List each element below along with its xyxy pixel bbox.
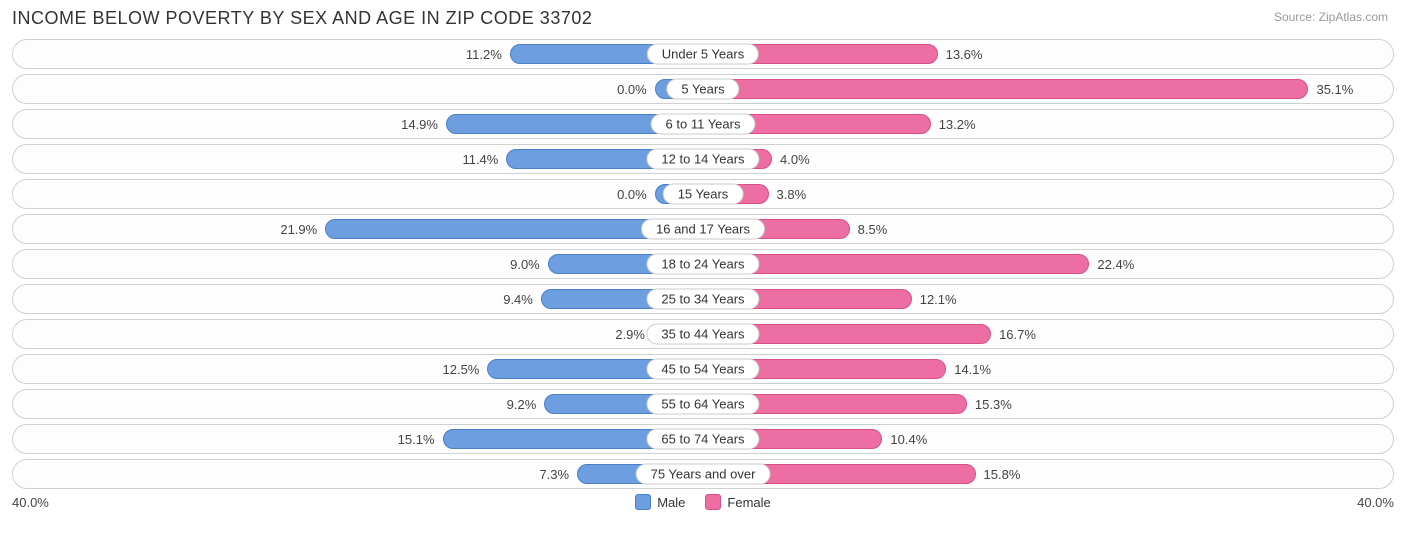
male-value-label: 7.3% [531, 467, 577, 482]
female-bar [703, 79, 1308, 99]
female-half: 12.1% [703, 285, 1393, 313]
chart-row: 0.0% 35.1% 5 Years [12, 74, 1394, 104]
legend-label-female: Female [727, 495, 770, 510]
chart-row: 15.1% 10.4% 65 to 74 Years [12, 424, 1394, 454]
chart-row: 9.2% 15.3% 55 to 64 Years [12, 389, 1394, 419]
male-value-label: 21.9% [272, 222, 325, 237]
male-half: 0.0% [13, 180, 703, 208]
male-value-label: 0.0% [609, 187, 655, 202]
female-value-label: 13.6% [938, 47, 991, 62]
category-label: 12 to 14 Years [646, 149, 759, 170]
chart-row: 0.0% 3.8% 15 Years [12, 179, 1394, 209]
chart-row: 2.9% 16.7% 35 to 44 Years [12, 319, 1394, 349]
legend-label-male: Male [657, 495, 685, 510]
male-value-label: 9.2% [499, 397, 545, 412]
female-bar [703, 254, 1089, 274]
male-value-label: 12.5% [435, 362, 488, 377]
male-half: 14.9% [13, 110, 703, 138]
male-value-label: 14.9% [393, 117, 446, 132]
male-value-label: 15.1% [390, 432, 443, 447]
female-value-label: 13.2% [931, 117, 984, 132]
category-label: 25 to 34 Years [646, 289, 759, 310]
female-half: 16.7% [703, 320, 1393, 348]
category-label: 18 to 24 Years [646, 254, 759, 275]
category-label: 15 Years [663, 184, 744, 205]
category-label: 45 to 54 Years [646, 359, 759, 380]
category-label: 16 and 17 Years [641, 219, 765, 240]
male-value-label: 11.2% [458, 47, 510, 62]
female-half: 22.4% [703, 250, 1393, 278]
male-half: 9.0% [13, 250, 703, 278]
category-label: 75 Years and over [636, 464, 771, 485]
female-half: 13.6% [703, 40, 1393, 68]
male-value-label: 9.4% [495, 292, 541, 307]
female-value-label: 10.4% [882, 432, 935, 447]
male-half: 2.9% [13, 320, 703, 348]
female-value-label: 22.4% [1089, 257, 1142, 272]
male-half: 7.3% [13, 460, 703, 488]
female-value-label: 3.8% [769, 187, 815, 202]
female-half: 35.1% [703, 75, 1393, 103]
chart-row: 14.9% 13.2% 6 to 11 Years [12, 109, 1394, 139]
male-half: 9.2% [13, 390, 703, 418]
legend-item-female: Female [705, 494, 770, 510]
category-label: 35 to 44 Years [646, 324, 759, 345]
female-half: 14.1% [703, 355, 1393, 383]
category-label: 6 to 11 Years [651, 114, 756, 135]
chart-row: 21.9% 8.5% 16 and 17 Years [12, 214, 1394, 244]
female-value-label: 8.5% [850, 222, 896, 237]
male-half: 11.4% [13, 145, 703, 173]
male-half: 15.1% [13, 425, 703, 453]
axis-left-max: 40.0% [12, 495, 49, 510]
category-label: 55 to 64 Years [646, 394, 759, 415]
legend-item-male: Male [635, 494, 685, 510]
axis-right-max: 40.0% [1357, 495, 1394, 510]
chart-title: INCOME BELOW POVERTY BY SEX AND AGE IN Z… [12, 8, 1394, 29]
category-label: 5 Years [666, 79, 739, 100]
legend: Male Female [635, 494, 771, 510]
swatch-male [635, 494, 651, 510]
swatch-female [705, 494, 721, 510]
source-label: Source: ZipAtlas.com [1274, 10, 1388, 24]
chart-row: 9.4% 12.1% 25 to 34 Years [12, 284, 1394, 314]
chart-row: 12.5% 14.1% 45 to 54 Years [12, 354, 1394, 384]
male-half: 9.4% [13, 285, 703, 313]
male-half: 21.9% [13, 215, 703, 243]
female-value-label: 16.7% [991, 327, 1044, 342]
female-half: 15.3% [703, 390, 1393, 418]
chart-row: 11.4% 4.0% 12 to 14 Years [12, 144, 1394, 174]
female-half: 10.4% [703, 425, 1393, 453]
female-value-label: 15.8% [976, 467, 1029, 482]
female-value-label: 12.1% [912, 292, 965, 307]
female-half: 15.8% [703, 460, 1393, 488]
female-value-label: 4.0% [772, 152, 818, 167]
female-value-label: 35.1% [1308, 82, 1361, 97]
category-label: Under 5 Years [647, 44, 759, 65]
male-value-label: 0.0% [609, 82, 655, 97]
female-half: 3.8% [703, 180, 1393, 208]
chart-row: 9.0% 22.4% 18 to 24 Years [12, 249, 1394, 279]
diverging-bar-chart: 11.2% 13.6% Under 5 Years 0.0% 35.1% 5 Years 1… [12, 39, 1394, 489]
chart-row: 7.3% 15.8% 75 Years and over [12, 459, 1394, 489]
male-value-label: 9.0% [502, 257, 548, 272]
male-half: 0.0% [13, 75, 703, 103]
male-half: 11.2% [13, 40, 703, 68]
female-value-label: 15.3% [967, 397, 1020, 412]
female-half: 4.0% [703, 145, 1393, 173]
chart-row: 11.2% 13.6% Under 5 Years [12, 39, 1394, 69]
male-value-label: 11.4% [454, 152, 506, 167]
male-half: 12.5% [13, 355, 703, 383]
female-half: 13.2% [703, 110, 1393, 138]
female-half: 8.5% [703, 215, 1393, 243]
category-label: 65 to 74 Years [646, 429, 759, 450]
female-value-label: 14.1% [946, 362, 999, 377]
axis-row: 40.0% Male Female 40.0% [12, 494, 1394, 510]
